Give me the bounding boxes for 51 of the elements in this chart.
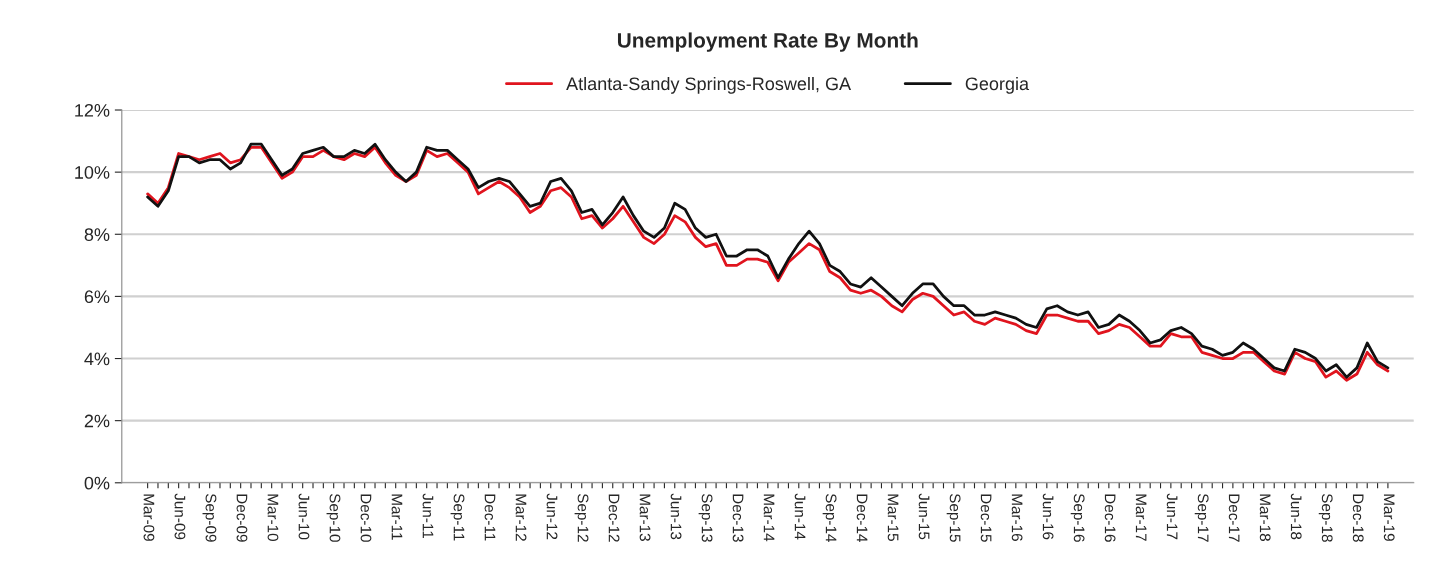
- x-tick-label: Mar-16: [1011, 494, 1023, 541]
- x-tick-label: Mar-11: [391, 494, 403, 540]
- x-tick-label: Dec-17: [1228, 494, 1240, 542]
- y-tick-label: 6%: [84, 290, 110, 304]
- x-tick-label: Jun-17: [1166, 493, 1178, 540]
- x-tick-label: Sep-09: [202, 493, 217, 542]
- x-tick-label: Sep-13: [698, 493, 713, 542]
- x-tick-label: Dec-15: [980, 494, 992, 542]
- x-tick-label: Sep-12: [574, 493, 589, 542]
- x-tick-label: Sep-10: [326, 493, 341, 542]
- x-tick-label: Dec-12: [608, 494, 620, 542]
- y-tick-label: 4%: [84, 352, 110, 366]
- x-tick-label: Jun-11: [422, 493, 434, 539]
- chart-title: Unemployment Rate By Month: [617, 32, 918, 52]
- x-tick-label: Jun-09: [174, 493, 186, 540]
- x-tick-label: Mar-09: [143, 494, 155, 541]
- y-tick-label: 10%: [75, 166, 110, 179]
- x-tick-label: Dec-11: [484, 494, 496, 541]
- x-tick-label: Mar-18: [1259, 494, 1271, 541]
- x-tick-label: Mar-17: [1135, 494, 1147, 541]
- x-tick-label: Jun-15: [918, 493, 930, 540]
- y-tick-label: 12%: [75, 103, 110, 117]
- x-tick-label: Sep-17: [1194, 493, 1209, 542]
- x-tick-label: Sep-11: [450, 493, 465, 541]
- y-tick-label: 2%: [84, 414, 110, 428]
- x-tick-label: Jun-16: [1042, 493, 1054, 540]
- x-tick-label: Dec-14: [856, 494, 868, 543]
- x-tick-label: Dec-13: [732, 494, 744, 542]
- x-tick-label: Mar-12: [515, 494, 527, 541]
- x-tick-label: Sep-18: [1318, 493, 1333, 542]
- legend-label: Georgia: [965, 76, 1030, 94]
- y-tick-label: 8%: [84, 228, 110, 241]
- x-tick-label: Sep-14: [822, 493, 837, 543]
- x-tick-label: Jun-14: [794, 493, 806, 540]
- x-tick-label: Mar-13: [639, 494, 651, 541]
- x-tick-label: Mar-14: [763, 494, 775, 542]
- x-tick-label: Dec-10: [360, 494, 372, 542]
- x-tick-label: Jun-13: [670, 493, 682, 540]
- x-tick-label: Dec-18: [1352, 494, 1364, 542]
- x-tick-label: Mar-10: [267, 494, 279, 541]
- x-tick-label: Sep-16: [1070, 493, 1085, 542]
- x-tick-label: Jun-18: [1290, 493, 1302, 540]
- y-tick-label: 0%: [84, 476, 110, 490]
- x-tick-label: Mar-19: [1383, 494, 1395, 541]
- x-tick-label: Jun-10: [298, 493, 310, 540]
- x-tick-label: Dec-09: [236, 494, 248, 542]
- legend-label: Atlanta-Sandy Springs-Roswell, GA: [566, 76, 852, 94]
- x-tick-label: Dec-16: [1104, 494, 1116, 542]
- x-tick-label: Sep-15: [946, 493, 961, 542]
- x-tick-label: Jun-12: [546, 493, 558, 540]
- x-tick-label: Mar-15: [887, 494, 899, 541]
